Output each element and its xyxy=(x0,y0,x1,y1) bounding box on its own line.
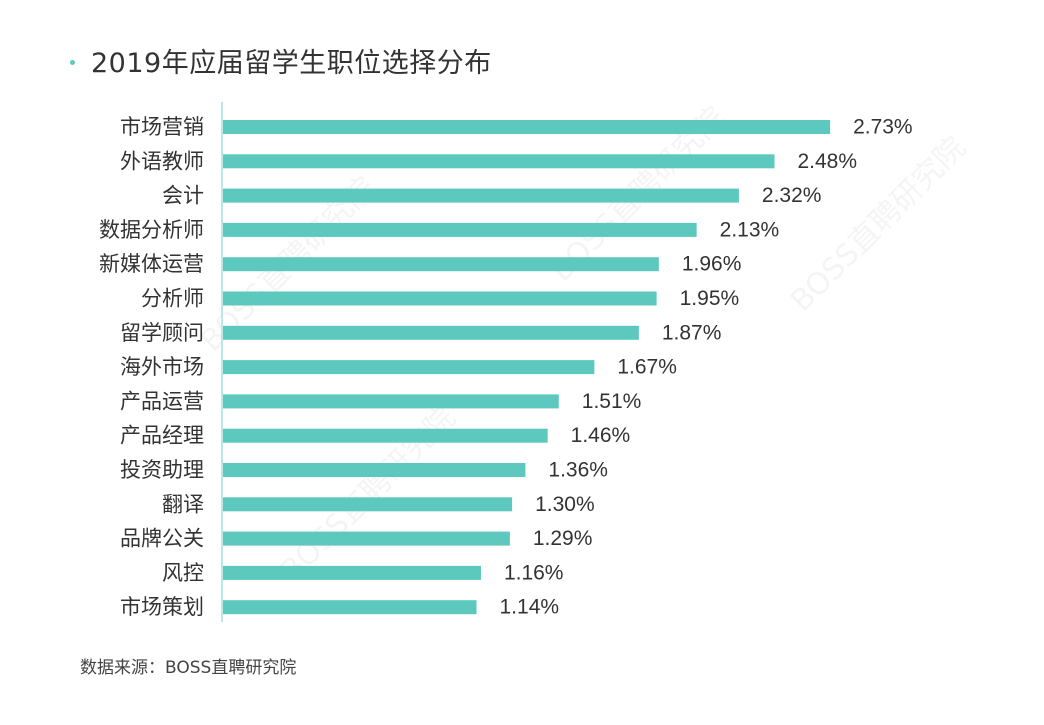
bar xyxy=(223,394,559,409)
category-label: 品牌公关 xyxy=(120,527,204,551)
category-label: 海外市场 xyxy=(120,355,204,379)
bar xyxy=(223,565,481,580)
data-label: 2.32% xyxy=(762,184,822,207)
category-label: 会计 xyxy=(162,184,204,208)
data-label: 1.36% xyxy=(548,459,608,482)
data-source-note: 数据来源：BOSS直聘研究院 xyxy=(80,658,297,678)
bar xyxy=(223,257,659,272)
category-label: 风控 xyxy=(162,561,204,585)
category-label: 市场营销 xyxy=(120,115,204,139)
data-label: 1.96% xyxy=(682,253,742,276)
bar xyxy=(223,531,510,546)
data-label: 1.51% xyxy=(582,390,642,413)
category-label: 投资助理 xyxy=(120,458,204,482)
data-label: 1.29% xyxy=(533,527,593,550)
category-label: 翻译 xyxy=(162,492,204,516)
bar xyxy=(223,120,831,134)
bar xyxy=(223,497,513,512)
bar xyxy=(223,360,595,375)
category-label: 外语教师 xyxy=(120,149,204,173)
bar xyxy=(223,222,697,237)
data-label: 1.87% xyxy=(662,321,722,344)
category-label: 留学顾问 xyxy=(120,321,204,345)
category-label: 新媒体运营 xyxy=(99,252,204,276)
bar xyxy=(223,600,477,615)
bar xyxy=(223,463,526,477)
category-label: 分析师 xyxy=(141,287,204,311)
data-label: 2.48% xyxy=(797,150,857,173)
title-bullet-dot xyxy=(70,59,75,65)
bar xyxy=(223,188,739,203)
category-label: 数据分析师 xyxy=(99,218,204,242)
data-label: 1.46% xyxy=(571,424,631,447)
category-label: 产品运营 xyxy=(120,389,204,413)
data-label: 1.95% xyxy=(680,287,740,310)
bar xyxy=(223,428,548,443)
data-label: 2.13% xyxy=(720,218,780,241)
chart-title-row: 2019年应届留学生职位选择分布 xyxy=(70,40,492,80)
bar xyxy=(223,291,657,306)
category-label: 市场策划 xyxy=(120,595,204,619)
data-label: 1.67% xyxy=(617,356,677,379)
data-label: 1.30% xyxy=(535,493,595,516)
data-label: 2.73% xyxy=(853,116,913,139)
chart-title: 2019年应届留学生职位选择分布 xyxy=(91,47,492,79)
data-label: 1.16% xyxy=(504,561,564,584)
bar xyxy=(223,325,639,340)
bar xyxy=(223,154,775,169)
category-label: 产品经理 xyxy=(120,424,204,448)
data-label: 1.14% xyxy=(500,596,560,619)
